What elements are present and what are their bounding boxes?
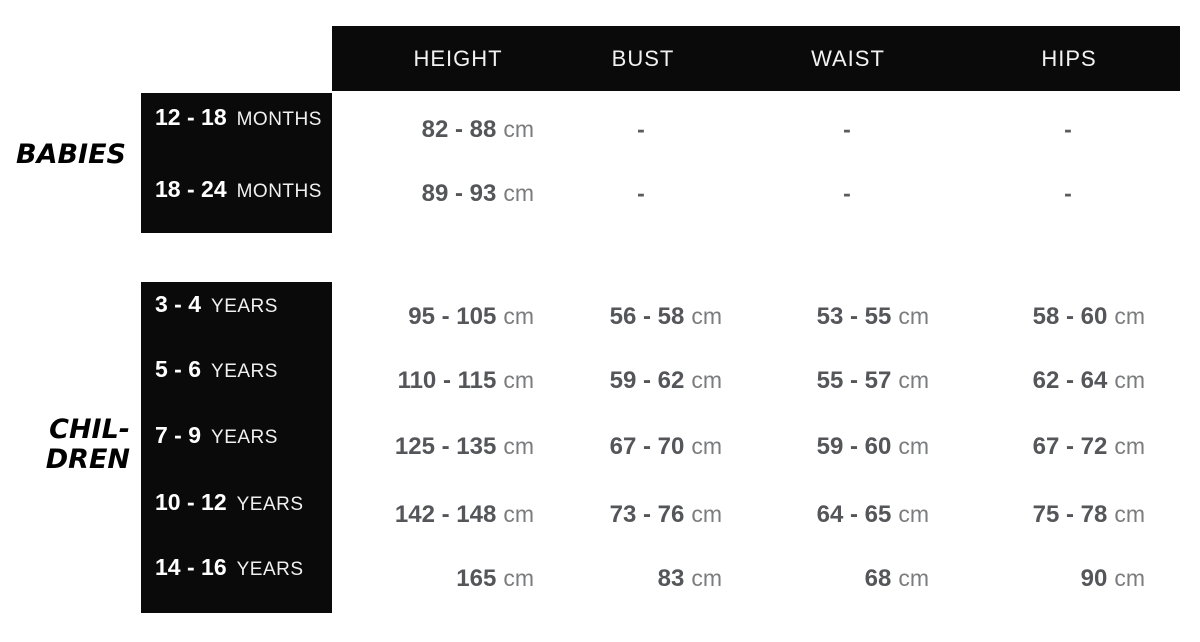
cell-children-2-waist: 59 - 60 cm [816,433,929,460]
babies-age-box [141,93,332,233]
cell-babies-0-hips: - [1064,116,1072,142]
cell-babies-0-height: 82 - 88 cm [421,116,534,143]
cell-children-4-hips: 90 cm [1080,565,1145,592]
cell-babies-1-waist: - [843,180,851,206]
cell-babies-0-bust: - [637,116,645,142]
cell-children-0-bust: 56 - 58 cm [609,303,722,330]
cell-children-0-height: 95 - 105 cm [408,303,534,330]
cell-children-0-waist: 53 - 55 cm [816,303,929,330]
cell-children-3-bust: 73 - 76 cm [609,501,722,528]
cell-children-4-bust: 83 cm [657,565,722,592]
column-header-hips: HIPS [1041,46,1097,71]
cell-children-1-height: 110 - 115 cm [397,367,534,394]
children-age-box [141,282,332,613]
cell-children-1-bust: 59 - 62 cm [609,367,722,394]
cell-children-1-hips: 62 - 64 cm [1032,367,1145,394]
cell-children-4-waist: 68 cm [864,565,929,592]
cell-children-0-hips: 58 - 60 cm [1032,303,1145,330]
cell-children-4-height: 165 cm [456,565,534,592]
cell-children-3-hips: 75 - 78 cm [1032,501,1145,528]
cell-babies-1-bust: - [637,180,645,206]
section-label-children-line2: DREN [45,444,130,475]
cell-children-3-waist: 64 - 65 cm [816,501,929,528]
age-label-14-16-years: 14 - 16 YEARS [155,554,304,580]
age-label-3-4-years: 3 - 4 YEARS [155,291,278,317]
cell-children-2-height: 125 - 135 cm [394,433,534,460]
cell-children-1-waist: 55 - 57 cm [816,367,929,394]
cell-babies-1-hips: - [1064,180,1072,206]
cell-babies-1-height: 89 - 93 cm [421,180,534,207]
column-header-bust: BUST [611,46,675,71]
age-label-5-6-years: 5 - 6 YEARS [155,356,278,382]
age-label-12-18-months: 12 - 18 MONTHS [155,104,322,130]
cell-babies-0-waist: - [843,116,851,142]
age-label-10-12-years: 10 - 12 YEARS [155,489,304,515]
cell-children-2-bust: 67 - 70 cm [609,433,722,460]
age-label-7-9-years: 7 - 9 YEARS [155,422,278,448]
age-label-18-24-months: 18 - 24 MONTHS [155,176,322,202]
cell-children-2-hips: 67 - 72 cm [1032,433,1145,460]
cell-children-3-height: 142 - 148 cm [394,501,534,528]
section-label-babies: BABIES [16,139,126,170]
table-header-bar: HEIGHT BUST WAIST HIPS [332,26,1180,91]
section-label-children-line1: CHIL- [49,414,130,445]
column-header-waist: WAIST [811,46,885,71]
section-label-children: CHIL- DREN [0,415,130,475]
column-header-height: HEIGHT [413,46,503,71]
